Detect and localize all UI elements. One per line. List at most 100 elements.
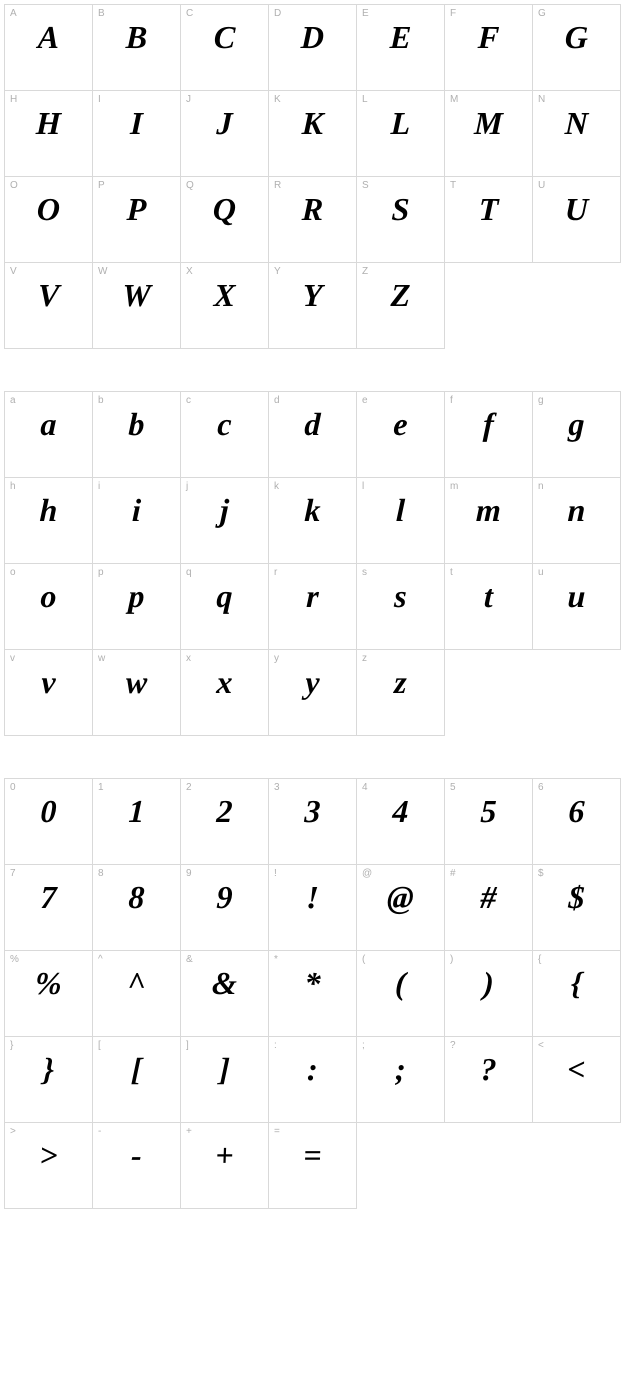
cell-glyph: Q	[180, 193, 268, 225]
cell-label: B	[98, 8, 105, 19]
cell-glyph: -	[92, 1139, 180, 1171]
cell-glyph: D	[268, 21, 356, 53]
cell-label: p	[98, 567, 104, 578]
glyph-cell: ::	[269, 1037, 357, 1123]
cell-glyph: T	[444, 193, 532, 225]
cell-glyph: x	[180, 666, 268, 698]
glyph-cell: dd	[269, 392, 357, 478]
glyph-cell: II	[93, 91, 181, 177]
glyph-cell: 44	[357, 779, 445, 865]
glyph-grid: 00112233445566778899!!@@##$$%%^^&&**(())…	[4, 778, 621, 1209]
cell-label: O	[10, 180, 18, 191]
glyph-cell: xx	[181, 650, 269, 736]
cell-glyph: #	[444, 881, 532, 913]
cell-label: 9	[186, 868, 192, 879]
cell-glyph: z	[356, 666, 444, 698]
cell-label: m	[450, 481, 458, 492]
cell-glyph: i	[92, 494, 180, 526]
cell-glyph: b	[92, 408, 180, 440]
glyph-cell: OO	[5, 177, 93, 263]
cell-label: [	[98, 1040, 101, 1051]
cell-label: ]	[186, 1040, 189, 1051]
cell-label: e	[362, 395, 368, 406]
cell-glyph: M	[444, 107, 532, 139]
cell-label: V	[10, 266, 17, 277]
glyph-grid: AABBCCDDEEFFGGHHIIJJKKLLMMNNOOPPQQRRSSTT…	[4, 4, 621, 349]
cell-label: *	[274, 954, 278, 965]
cell-label: %	[10, 954, 19, 965]
cell-glyph: 5	[444, 795, 532, 827]
glyph-cell: bb	[93, 392, 181, 478]
glyph-cell: YY	[269, 263, 357, 349]
cell-label: X	[186, 266, 193, 277]
glyph-cell: XX	[181, 263, 269, 349]
cell-label: A	[10, 8, 17, 19]
cell-label: c	[186, 395, 191, 406]
glyph-cell: ==	[269, 1123, 357, 1209]
cell-label: <	[538, 1040, 544, 1051]
cell-label: G	[538, 8, 546, 19]
cell-label: !	[274, 868, 277, 879]
glyph-cell: EE	[357, 5, 445, 91]
cell-glyph: :	[268, 1053, 356, 1085]
cell-label: w	[98, 653, 105, 664]
cell-glyph: ]	[180, 1053, 268, 1085]
glyph-cell: ZZ	[357, 263, 445, 349]
glyph-cell: RR	[269, 177, 357, 263]
glyph-cell: qq	[181, 564, 269, 650]
glyph-cell: JJ	[181, 91, 269, 177]
cell-label: 2	[186, 782, 192, 793]
cell-glyph: U	[532, 193, 620, 225]
glyph-cell: %%	[5, 951, 93, 1037]
glyph-cell: gg	[533, 392, 621, 478]
glyph-cell: 22	[181, 779, 269, 865]
cell-glyph: H	[4, 107, 92, 139]
glyph-cell: 00	[5, 779, 93, 865]
glyph-cell: TT	[445, 177, 533, 263]
glyph-cell: PP	[93, 177, 181, 263]
glyph-cell: @@	[357, 865, 445, 951]
glyph-cell: NN	[533, 91, 621, 177]
cell-label: 0	[10, 782, 16, 793]
section-uppercase: AABBCCDDEEFFGGHHIIJJKKLLMMNNOOPPQQRRSSTT…	[4, 4, 636, 349]
cell-label: x	[186, 653, 191, 664]
cell-label: L	[362, 94, 368, 105]
cell-glyph: 1	[92, 795, 180, 827]
cell-label: :	[274, 1040, 277, 1051]
glyph-cell: 77	[5, 865, 93, 951]
cell-label: R	[274, 180, 281, 191]
cell-glyph: %	[4, 967, 92, 999]
glyph-cell: 88	[93, 865, 181, 951]
cell-glyph: o	[4, 580, 92, 612]
glyph-cell: FF	[445, 5, 533, 91]
glyph-cell: ss	[357, 564, 445, 650]
cell-glyph: 3	[268, 795, 356, 827]
glyph-cell: LL	[357, 91, 445, 177]
cell-label: r	[274, 567, 277, 578]
glyph-cell: HH	[5, 91, 93, 177]
cell-glyph: u	[532, 580, 620, 612]
glyph-cell: CC	[181, 5, 269, 91]
cell-glyph: O	[4, 193, 92, 225]
glyph-cell: !!	[269, 865, 357, 951]
cell-glyph: p	[92, 580, 180, 612]
glyph-cell: <<	[533, 1037, 621, 1123]
cell-label: 8	[98, 868, 104, 879]
glyph-cell: mm	[445, 478, 533, 564]
cell-label: D	[274, 8, 281, 19]
cell-glyph: >	[4, 1139, 92, 1171]
glyph-cell: ^^	[93, 951, 181, 1037]
cell-glyph: v	[4, 666, 92, 698]
cell-glyph: V	[4, 279, 92, 311]
cell-glyph: 2	[180, 795, 268, 827]
cell-label: )	[450, 954, 453, 965]
cell-glyph: r	[268, 580, 356, 612]
glyph-cell: **	[269, 951, 357, 1037]
glyph-cell: nn	[533, 478, 621, 564]
glyph-cell: ++	[181, 1123, 269, 1209]
glyph-grid: aabbccddeeffgghhiijjkkllmmnnooppqqrrsstt…	[4, 391, 621, 736]
cell-glyph: C	[180, 21, 268, 53]
glyph-cell: cc	[181, 392, 269, 478]
cell-label: o	[10, 567, 16, 578]
cell-label: ?	[450, 1040, 456, 1051]
